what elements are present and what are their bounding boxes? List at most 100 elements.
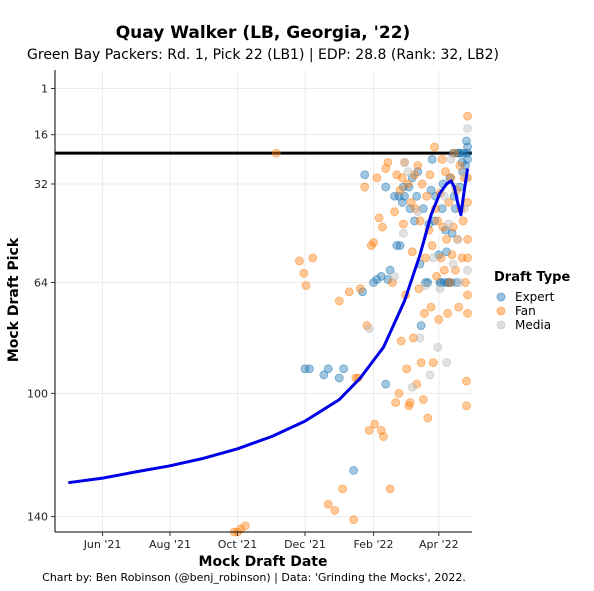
fan-point xyxy=(454,302,464,312)
fan-point xyxy=(417,179,427,189)
expert-point xyxy=(381,182,391,192)
fan-point xyxy=(416,358,426,368)
expert-point xyxy=(395,241,405,250)
x-tick-label: Dec '21 xyxy=(284,538,326,551)
chart-title: Quay Walker (LB, Georgia, '22) xyxy=(116,23,411,43)
y-ticks: 1 16 32 64 100 140 xyxy=(27,82,55,524)
media-point xyxy=(435,284,445,294)
y-tick-label: 64 xyxy=(34,277,48,290)
fan-point xyxy=(299,268,309,278)
expert-point xyxy=(300,364,310,374)
expert-point xyxy=(323,364,333,374)
fan-point xyxy=(425,170,435,180)
fan-point xyxy=(355,284,365,294)
expert-point xyxy=(413,167,423,177)
media-point xyxy=(407,382,417,392)
fan-point xyxy=(415,216,425,226)
expert-point xyxy=(392,241,402,250)
x-tick-label: Jun '21 xyxy=(83,538,122,551)
fan-point xyxy=(385,484,395,494)
fan-point xyxy=(439,265,449,275)
fan-point xyxy=(434,315,444,324)
media-point xyxy=(403,167,413,177)
fan-point xyxy=(360,182,370,192)
media-point xyxy=(425,370,435,380)
legend-label-expert: Expert xyxy=(515,290,555,304)
fan-point xyxy=(372,173,382,183)
expert-point xyxy=(416,321,426,331)
fan-point xyxy=(462,376,471,386)
expert-point xyxy=(421,278,430,287)
chart-caption: Chart by: Ben Robinson (@benj_robinson) … xyxy=(42,571,466,584)
media-point xyxy=(413,207,423,217)
fan-point xyxy=(463,253,472,263)
fan-point xyxy=(408,333,418,343)
fan-point xyxy=(442,234,451,244)
fan-point xyxy=(406,198,416,207)
axes xyxy=(54,70,472,533)
fan-point xyxy=(236,524,246,534)
fan-point xyxy=(395,185,405,195)
fan-point xyxy=(463,111,472,121)
legend-title: Draft Type xyxy=(494,270,570,285)
fan-point xyxy=(463,308,472,318)
expert-point xyxy=(456,148,466,158)
fan-point xyxy=(421,253,430,263)
fan-point xyxy=(397,173,407,183)
fan-point xyxy=(338,484,347,494)
fan-point xyxy=(369,238,378,247)
fan-point xyxy=(240,521,250,531)
y-tick-label: 140 xyxy=(27,511,48,524)
fan-point xyxy=(448,222,458,232)
trend-line xyxy=(68,168,470,485)
trend-line-group xyxy=(68,168,470,485)
media-point xyxy=(444,219,454,229)
media-point xyxy=(364,324,374,334)
expert-point xyxy=(390,191,399,201)
expert-point xyxy=(426,185,436,195)
fan-point xyxy=(462,401,471,411)
legend-key-expert xyxy=(496,292,506,302)
fan-point xyxy=(383,157,393,167)
fan-point xyxy=(370,419,380,429)
fan-point xyxy=(433,216,443,226)
fan-point xyxy=(413,161,423,170)
expert-point xyxy=(412,191,422,201)
expert-point xyxy=(427,154,437,164)
fan-point xyxy=(428,358,438,368)
expert-point xyxy=(463,148,472,158)
expert-point xyxy=(381,379,391,389)
fan-point xyxy=(458,216,468,226)
fan-point xyxy=(405,398,415,408)
fan-point xyxy=(399,219,408,229)
fan-point xyxy=(378,222,387,232)
fan-point xyxy=(344,287,354,297)
fan-point xyxy=(443,308,453,318)
expert-point xyxy=(452,278,461,287)
legend-label-media: Media xyxy=(515,318,551,332)
fan-point xyxy=(437,154,447,164)
expert-point xyxy=(349,465,359,475)
expert-point xyxy=(319,370,329,380)
media-point xyxy=(428,253,438,263)
fan-point xyxy=(402,364,412,374)
fan-point xyxy=(308,253,318,263)
expert-point xyxy=(360,170,370,180)
fan-point xyxy=(374,213,384,223)
fan-point xyxy=(295,256,304,266)
media-point xyxy=(463,124,472,133)
legend-key-media xyxy=(496,320,506,330)
media-point xyxy=(433,342,443,352)
fan-point xyxy=(396,336,406,346)
expert-point xyxy=(339,364,349,374)
media-point xyxy=(463,265,472,275)
fan-point xyxy=(426,302,436,312)
media-point xyxy=(448,259,458,269)
fan-point xyxy=(334,296,344,306)
y-axis-title: Mock Draft Pick xyxy=(6,237,22,362)
media-point xyxy=(400,157,409,167)
x-tick-label: Oct '21 xyxy=(218,538,258,551)
fan-point xyxy=(447,250,457,260)
